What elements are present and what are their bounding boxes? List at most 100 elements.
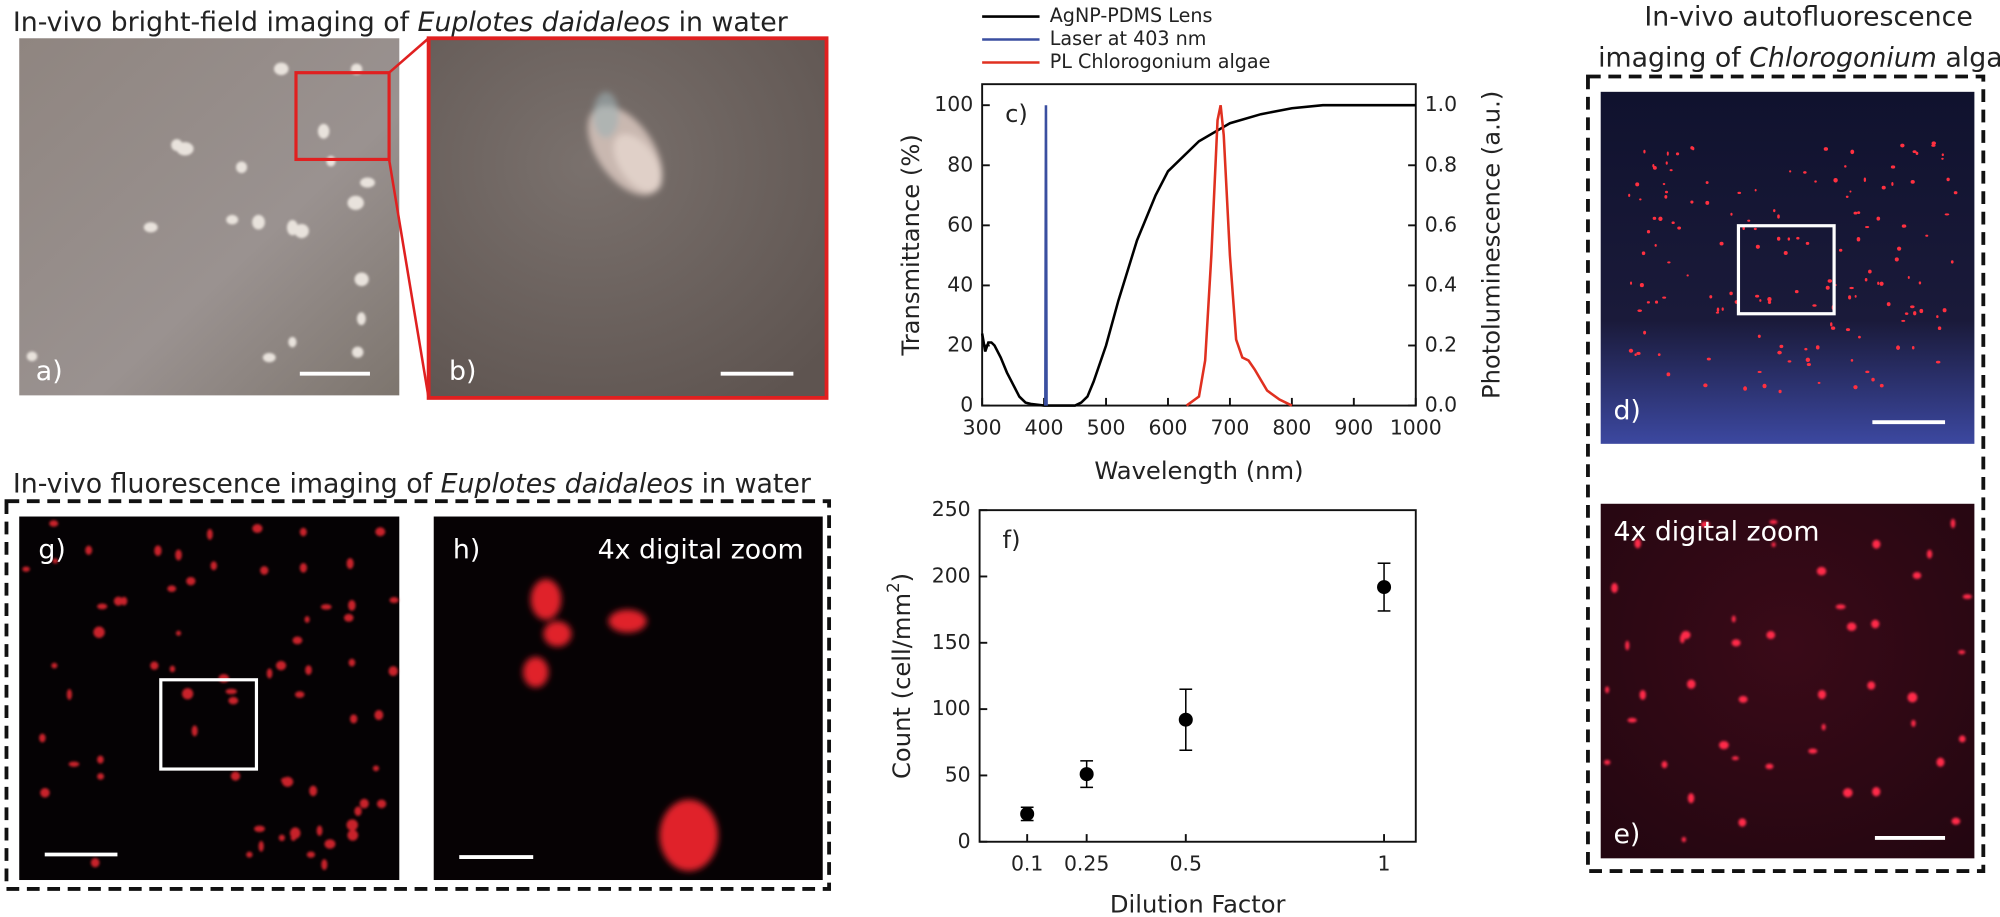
- x-tick-label: 0.25: [1064, 852, 1109, 876]
- dot: [252, 214, 265, 230]
- dot: [1886, 302, 1891, 307]
- dot: [169, 665, 176, 673]
- dot: [1844, 165, 1847, 168]
- dot: [1654, 300, 1659, 304]
- y-tick-label: 0: [960, 393, 973, 417]
- dot: [1891, 182, 1894, 186]
- dot: [49, 520, 59, 527]
- dot: [1669, 169, 1673, 172]
- dot: [1918, 281, 1922, 285]
- dot: [1853, 211, 1858, 215]
- dot: [1757, 370, 1762, 373]
- dot: [1755, 244, 1760, 249]
- dot: [1805, 357, 1811, 363]
- dot: [1907, 692, 1918, 703]
- dashed-frame: [4, 499, 832, 891]
- dot: [1794, 289, 1799, 294]
- dot: [1804, 347, 1808, 351]
- zoom-box: [159, 678, 259, 771]
- zoom-line: [387, 159, 430, 399]
- dot: [1962, 594, 1972, 600]
- dot: [40, 787, 50, 798]
- dot: [1709, 295, 1713, 299]
- dot: [1835, 604, 1846, 610]
- zoom-line: [388, 37, 430, 74]
- dot: [344, 613, 354, 622]
- dot: [182, 688, 194, 700]
- dot: [1872, 787, 1881, 797]
- dot: [1686, 274, 1689, 277]
- dot: [1894, 257, 1899, 262]
- dot: [1747, 219, 1751, 222]
- dot: [1776, 236, 1781, 241]
- dot: [1639, 282, 1644, 288]
- dot: [1643, 149, 1646, 154]
- dot: [1946, 177, 1950, 182]
- dot: [1950, 518, 1956, 529]
- dot: [1635, 182, 1640, 187]
- dot: [1877, 281, 1880, 286]
- dot: [1686, 679, 1696, 689]
- dot: [1867, 681, 1876, 690]
- dot: [1691, 146, 1695, 151]
- dot: [309, 785, 318, 797]
- dot: [348, 599, 356, 611]
- y2-tick-label: 0.4: [1425, 272, 1457, 296]
- dot: [1865, 226, 1870, 229]
- dot: [351, 346, 364, 358]
- dot: [1646, 301, 1650, 304]
- dot: [51, 662, 58, 669]
- dot: [1664, 194, 1668, 199]
- dot: [68, 761, 80, 767]
- dot: [262, 352, 276, 363]
- panel-label: c): [1005, 100, 1028, 128]
- x-tick-label: 1000: [1390, 416, 1442, 440]
- dot: [1876, 216, 1881, 221]
- dot: [246, 851, 253, 858]
- y-axis-label-sup: 2: [884, 582, 903, 593]
- dot: [280, 777, 290, 784]
- dot: [1628, 193, 1631, 197]
- dot: [1863, 177, 1867, 182]
- dot: [1865, 370, 1870, 374]
- legend-label: Laser at 403 nm: [1050, 27, 1207, 50]
- dot: [356, 312, 366, 326]
- dot: [1915, 151, 1919, 156]
- dot: [1731, 639, 1741, 647]
- panel-label: g): [38, 534, 65, 565]
- dot: [1907, 276, 1910, 279]
- dot: [1850, 149, 1855, 155]
- dot: [1845, 195, 1849, 198]
- dot: [1912, 150, 1917, 154]
- dot: [346, 558, 354, 570]
- dot: [1881, 185, 1886, 190]
- x-tick-label: 400: [1025, 416, 1064, 440]
- dot: [1754, 188, 1757, 192]
- dot: [1941, 157, 1944, 160]
- plot-frame: [981, 83, 1417, 407]
- dot: [304, 616, 310, 623]
- dot: [1931, 144, 1936, 147]
- dot: [354, 806, 362, 816]
- dot: [1856, 237, 1861, 242]
- dot: [150, 661, 159, 670]
- dot: [1951, 817, 1961, 825]
- y-tick-label: 0: [958, 829, 971, 853]
- dot: [1896, 246, 1902, 251]
- x-tick-label: 500: [1087, 416, 1126, 440]
- dot: [1925, 234, 1929, 237]
- dot: [1639, 198, 1642, 201]
- dot: [1848, 295, 1852, 300]
- dot: [1652, 163, 1655, 168]
- dot: [1871, 619, 1880, 629]
- dot: [1625, 640, 1630, 651]
- zoom-box: [294, 71, 391, 162]
- dot: [1879, 281, 1884, 286]
- cells: [523, 579, 719, 872]
- dot: [1942, 308, 1947, 313]
- dot: [1944, 213, 1950, 216]
- dot: [1787, 237, 1791, 241]
- dot: [1858, 335, 1861, 339]
- dot: [1842, 788, 1853, 798]
- dot: [1912, 571, 1922, 580]
